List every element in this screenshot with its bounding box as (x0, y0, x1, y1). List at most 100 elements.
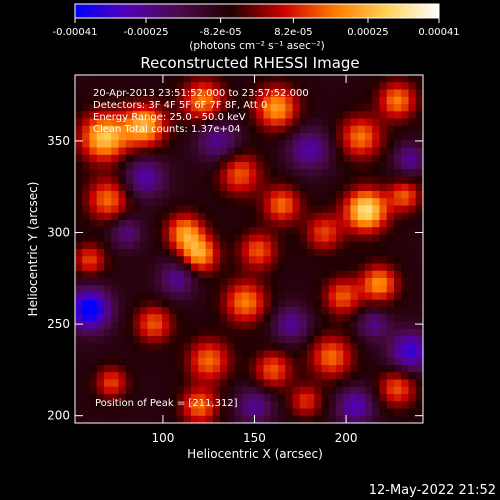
heatmap-cell (336, 401, 344, 409)
heatmap-cell (350, 154, 359, 163)
heatmap-cell (96, 147, 105, 156)
heatmap-cell (314, 408, 322, 417)
heatmap-cell (285, 162, 293, 170)
heatmap-cell (212, 75, 221, 83)
heatmap-cell (227, 357, 235, 366)
heatmap-cell (328, 328, 337, 337)
heatmap-cell (292, 249, 301, 257)
heatmap-cell (343, 343, 351, 351)
heatmap-cell (415, 365, 423, 373)
heatmap-cell (249, 89, 257, 98)
heatmap-cell (299, 241, 308, 250)
heatmap-cell (176, 343, 185, 351)
heatmap-cell (350, 118, 359, 127)
heatmap-cell (372, 220, 380, 228)
heatmap-cell (234, 321, 243, 330)
heatmap-cell (401, 234, 409, 243)
heatmap-cell (133, 169, 141, 177)
heatmap-cell (147, 220, 156, 228)
heatmap-cell (292, 357, 301, 366)
heatmap-cell (176, 183, 185, 192)
heatmap-cell (154, 89, 163, 98)
heatmap-cell (169, 118, 177, 127)
heatmap-cell (278, 212, 286, 221)
heatmap-cell (133, 154, 141, 163)
heatmap-cell (125, 321, 134, 330)
heatmap-cell (125, 104, 134, 112)
heatmap-cell (256, 234, 264, 243)
heatmap-cell (183, 386, 192, 395)
heatmap-cell (278, 357, 286, 366)
heatmap-cell (227, 350, 235, 359)
heatmap-cell (285, 183, 293, 192)
heatmap-cell (328, 198, 337, 206)
heatmap-cell (343, 147, 351, 156)
heatmap-cell (118, 111, 127, 119)
heatmap-cell (169, 379, 177, 388)
heatmap-cell (198, 256, 206, 264)
heatmap-cell (111, 82, 119, 90)
heatmap-cell (241, 285, 250, 293)
heatmap-cell (227, 379, 235, 388)
heatmap-cell (314, 234, 322, 243)
heatmap-cell (365, 299, 373, 308)
heatmap-cell (162, 299, 170, 308)
heatmap-cell (292, 285, 301, 293)
y-tick-label: 250 (47, 317, 70, 331)
heatmap-cell (96, 263, 105, 272)
heatmap-cell (415, 205, 423, 214)
heatmap-cell (372, 154, 380, 163)
heatmap-cell (328, 394, 337, 402)
heatmap-cell (263, 249, 272, 257)
heatmap-cell (263, 357, 272, 366)
heatmap-cell (118, 198, 127, 206)
heatmap-cell (350, 104, 359, 112)
heatmap-cell (292, 328, 301, 337)
heatmap-cell (336, 256, 344, 264)
heatmap-cell (256, 415, 264, 423)
heatmap-cell (82, 75, 90, 83)
heatmap-cell (379, 386, 388, 395)
heatmap-cell (343, 314, 351, 322)
heatmap-cell (256, 263, 264, 272)
heatmap-cell (140, 263, 148, 272)
heatmap-cell (162, 278, 170, 286)
heatmap-cell (82, 336, 90, 344)
heatmap-cell (357, 96, 366, 105)
heatmap-cell (212, 357, 221, 366)
heatmap-cell (285, 234, 293, 243)
colorbar-gradient (74, 3, 440, 19)
heatmap-cell (133, 401, 141, 409)
heatmap-cell (96, 270, 105, 279)
heatmap-cell (133, 314, 141, 322)
heatmap-cell (357, 263, 366, 272)
heatmap-cell (372, 263, 380, 272)
heatmap-cell (350, 241, 359, 250)
heatmap-cell (133, 125, 141, 134)
heatmap-cell (125, 89, 134, 98)
heatmap-cell (241, 365, 250, 373)
heatmap-cell (133, 133, 141, 141)
heatmap-cell (176, 292, 185, 301)
heatmap-cell (96, 169, 105, 177)
heatmap-cell (386, 227, 395, 235)
heatmap-cell (118, 212, 127, 221)
heatmap-cell (176, 125, 185, 134)
heatmap-cell (401, 111, 409, 119)
heatmap-cell (379, 234, 388, 243)
heatmap-cell (133, 249, 141, 257)
heatmap-cell (183, 234, 192, 243)
heatmap-cell (321, 292, 330, 301)
heatmap-cell (292, 256, 301, 264)
heatmap-cell (125, 386, 134, 395)
heatmap-cell (183, 285, 192, 293)
heatmap-cell (220, 270, 228, 279)
heatmap-cell (96, 125, 105, 134)
heatmap-cell (75, 343, 83, 351)
heatmap-cell (220, 220, 228, 228)
heatmap-cell (162, 75, 170, 83)
heatmap-cell (111, 365, 119, 373)
heatmap-cell (89, 220, 98, 228)
heatmap-cell (336, 379, 344, 388)
heatmap-cell (314, 263, 322, 272)
